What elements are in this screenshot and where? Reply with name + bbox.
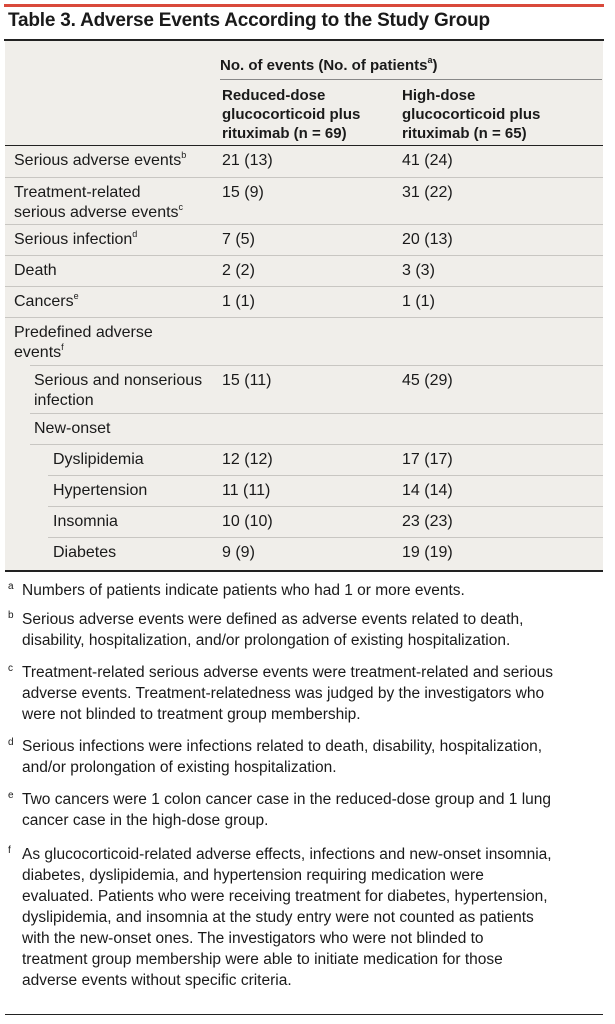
footnote-c: c Treatment-related serious adverse event…: [8, 662, 598, 725]
column-header-footnote-mark: a: [427, 55, 433, 65]
accent-rule: [4, 4, 604, 7]
reduced-dose-value: 21 (13): [222, 152, 273, 169]
footnote-text: Two cancers were 1 colon cancer case in …: [22, 791, 552, 829]
footnote-mark: e: [73, 290, 79, 301]
row-separator: [5, 255, 603, 256]
high-dose-value: 45 (29): [402, 372, 453, 389]
row-label-text: Serious and nonserious infection: [34, 372, 203, 409]
row-label-text: Predefined adverse events: [14, 324, 153, 361]
reduced-dose-value: 11 (11): [222, 482, 271, 499]
row-label: Cancerse: [14, 290, 79, 312]
column-header-text: No. of events (No. of patients: [220, 57, 428, 74]
footnote-mark: b: [8, 610, 14, 621]
footnote-d: d Serious infections were infections rela…: [8, 736, 598, 778]
row-label: Predefined adverse eventsf: [14, 323, 153, 363]
row-separator: [30, 444, 603, 445]
row-separator: [48, 475, 603, 476]
table-bottom-rule: [5, 570, 603, 572]
footnote-text: Treatment-related serious adverse events…: [22, 664, 553, 723]
row-label-text: Serious infection: [14, 231, 133, 248]
footnote-mark: a: [8, 581, 14, 592]
high-dose-value: 3 (3): [402, 262, 435, 279]
title-rule: [4, 39, 604, 41]
group-header-high-dose: High-dose glucocorticoid plus rituximab …: [402, 87, 541, 142]
row-label: Serious infectiond: [14, 228, 138, 250]
footnote-mark: c: [178, 201, 184, 212]
row-separator: [5, 177, 603, 178]
reduced-dose-value: 15 (9): [222, 184, 264, 201]
footnote-mark: c: [8, 663, 13, 674]
end-rule: [5, 1014, 603, 1015]
high-dose-value: 17 (17): [402, 451, 453, 468]
high-dose-value: 41 (24): [402, 152, 453, 169]
high-dose-value: 31 (22): [402, 184, 453, 201]
row-label-text: Insomnia: [53, 513, 118, 530]
row-label-text: Diabetes: [53, 544, 117, 561]
row-label-text: New-onset: [34, 420, 111, 437]
row-label: New-onset: [34, 419, 110, 439]
reduced-dose-value: 7 (5): [222, 231, 255, 248]
row-separator: [48, 537, 603, 538]
row-separator: [5, 317, 603, 318]
group-header-reduced-dose: Reduced-dose glucocorticoid plus rituxim…: [222, 87, 361, 142]
footnote-mark: f: [61, 341, 64, 352]
row-label: Treatment-related serious adverse events…: [14, 183, 183, 223]
table-body-background: [5, 41, 603, 571]
row-label-text: Death: [14, 262, 57, 279]
high-dose-value: 14 (14): [402, 482, 453, 499]
row-label: Serious and nonserious infection: [34, 371, 202, 411]
row-label: Diabetes: [53, 543, 116, 563]
row-label-text: Cancers: [14, 293, 74, 310]
footnote-mark: d: [132, 228, 138, 239]
footnote-mark: b: [181, 149, 187, 160]
row-label-text: Hypertension: [53, 482, 148, 499]
column-header: No. of events (No. of patientsa): [220, 55, 438, 75]
footnote-a: a Numbers of patients indicate patients w…: [8, 580, 598, 601]
footnote-mark: e: [8, 790, 14, 801]
row-separator: [5, 224, 603, 225]
footnote-mark: d: [8, 737, 14, 748]
footnote-text: Numbers of patients indicate patients wh…: [22, 582, 465, 599]
footnote-e: e Two cancers were 1 colon cancer case in…: [8, 789, 598, 831]
row-label-text: Dyslipidemia: [53, 451, 144, 468]
footnote-text: Serious infections were infections relat…: [22, 738, 543, 776]
row-label: Hypertension: [53, 481, 147, 501]
row-label-text: Serious adverse events: [14, 152, 182, 169]
row-separator: [48, 506, 603, 507]
table-title: Table 3. Adverse Events According to the…: [8, 10, 490, 31]
reduced-dose-value: 15 (11): [222, 372, 272, 389]
row-separator: [5, 286, 603, 287]
footnote-text: As glucocorticoid-related adverse effect…: [22, 846, 552, 989]
row-label: Serious adverse eventsb: [14, 149, 187, 171]
row-label: Insomnia: [53, 512, 118, 532]
row-separator: [30, 365, 603, 366]
column-header-rule: [220, 79, 602, 80]
column-header-close: ): [432, 57, 438, 74]
header-rule: [5, 145, 603, 146]
reduced-dose-value: 9 (9): [222, 544, 255, 561]
high-dose-value: 1 (1): [402, 293, 435, 310]
reduced-dose-value: 10 (10): [222, 513, 273, 530]
high-dose-value: 19 (19): [402, 544, 453, 561]
row-separator: [30, 413, 603, 414]
row-label-text: Treatment-related serious adverse events: [14, 184, 179, 221]
footnote-mark: f: [8, 845, 11, 856]
high-dose-value: 23 (23): [402, 513, 453, 530]
footnote-f: f As glucocorticoid-related adverse effec…: [8, 844, 598, 991]
reduced-dose-value: 1 (1): [222, 293, 255, 310]
reduced-dose-value: 2 (2): [222, 262, 255, 279]
row-label: Dyslipidemia: [53, 450, 144, 470]
footnote-b: b Serious adverse events were defined as …: [8, 609, 598, 651]
high-dose-value: 20 (13): [402, 231, 453, 248]
footnote-text: Serious adverse events were defined as a…: [22, 611, 524, 649]
reduced-dose-value: 12 (12): [222, 451, 273, 468]
row-label: Death: [14, 261, 57, 281]
